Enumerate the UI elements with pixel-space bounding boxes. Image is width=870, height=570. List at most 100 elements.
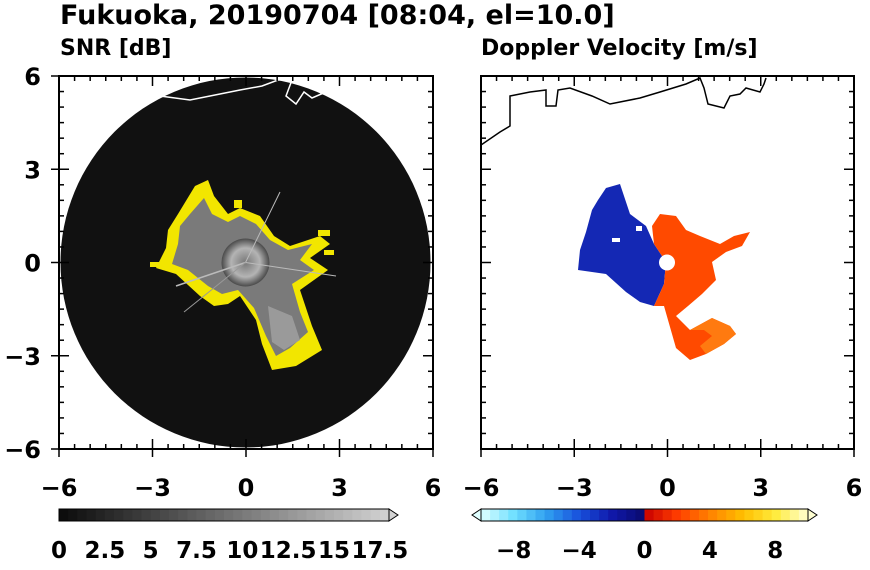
colorbar-cell — [717, 509, 727, 521]
colorbar-tick-label: 2.5 — [84, 538, 125, 564]
x-tick-label: 0 — [659, 474, 676, 502]
colorbar-cell — [517, 509, 527, 521]
colorbar-tick-label: 10 — [226, 538, 258, 564]
x-tick-label: 6 — [425, 474, 442, 502]
colorbar-cell — [114, 509, 124, 521]
colorbar-extend-max — [388, 508, 399, 522]
colorbar-cell — [123, 509, 133, 521]
velocity-coastline — [481, 77, 767, 146]
colorbar-frame — [480, 508, 809, 522]
colorbar-cell — [553, 509, 564, 521]
velocity-panel: −6 −3 0 3 6 — [463, 75, 863, 502]
colorbar-cell — [159, 509, 170, 521]
colorbar-cell — [508, 509, 518, 521]
y-tick-label: 0 — [24, 250, 41, 278]
x-tick-label: −6 — [41, 474, 78, 502]
colorbar-cell — [699, 509, 709, 521]
colorbar-cell — [680, 509, 691, 521]
x-tick-label: 6 — [846, 474, 863, 502]
y-tick-label: −6 — [4, 436, 41, 464]
colorbar-cell — [735, 509, 745, 521]
colorbar-cell — [251, 509, 262, 521]
colorbar-cell — [571, 509, 582, 521]
colorbar-cell — [562, 509, 573, 521]
colorbar-extend-max — [807, 508, 818, 522]
colorbar-cell — [481, 509, 491, 521]
snr-colorbar: 0 2.5 5 7.5 10 12.5 15 17.5 — [51, 508, 408, 564]
colorbar-tick-label: 0 — [636, 538, 652, 564]
colorbar-cell — [95, 509, 106, 521]
colorbar-cell — [744, 509, 754, 521]
colorbar-tick-label: 7.5 — [176, 538, 217, 564]
velocity-echo — [578, 184, 750, 360]
colorbar-cell — [662, 509, 673, 521]
x-tick-label: −6 — [463, 474, 500, 502]
colorbar-cell — [288, 509, 298, 521]
colorbar-cell — [242, 509, 252, 521]
snr-subtitle: SNR [dB] — [60, 36, 171, 61]
colorbar-cell — [653, 509, 664, 521]
colorbar-cell — [260, 509, 271, 521]
colorbar-cell — [86, 509, 97, 521]
colorbar-cell — [626, 509, 636, 521]
colorbar-cell — [789, 509, 800, 521]
colorbar-cell — [708, 509, 718, 521]
colorbar-cell — [726, 509, 736, 521]
colorbar-cell — [233, 509, 243, 521]
colorbar-cell — [343, 509, 353, 521]
colorbar-cell — [608, 509, 618, 521]
y-tick-label: 6 — [24, 63, 41, 91]
colorbar-cell — [635, 509, 645, 521]
colorbar-cell — [132, 509, 142, 521]
colorbar-cell — [214, 509, 225, 521]
x-tick-label: −3 — [134, 474, 171, 502]
colorbar-tick-label: 5 — [143, 538, 159, 564]
colorbar-cell — [324, 509, 335, 521]
colorbar-cell — [753, 509, 763, 521]
colorbar-cell — [77, 509, 87, 521]
colorbar-cell — [526, 509, 536, 521]
colorbar-cell — [196, 509, 207, 521]
colorbar-cell — [671, 509, 682, 521]
colorbar-frame — [58, 508, 390, 522]
colorbar-cell — [370, 509, 381, 521]
colorbar-cell — [590, 509, 600, 521]
colorbar-tick-label: 12.5 — [260, 538, 317, 564]
colorbar-tick-label: 15 — [318, 538, 350, 564]
velocity-colorbar: −8 −4 0 4 8 — [471, 508, 818, 564]
x-tick-label: −3 — [556, 474, 593, 502]
colorbar-cell — [141, 509, 152, 521]
colorbar-cell — [580, 509, 591, 521]
colorbar-cell — [279, 509, 289, 521]
colorbar-cell — [535, 509, 545, 521]
colorbar-cell — [798, 509, 809, 521]
colorbar-cell — [361, 509, 372, 521]
colorbar-cell — [334, 509, 344, 521]
colorbar-cell — [269, 509, 280, 521]
colorbar-tick-label: 4 — [702, 538, 718, 564]
colorbar-cell — [599, 509, 609, 521]
x-tick-label: 3 — [752, 474, 769, 502]
velocity-subtitle: Doppler Velocity [m/s] — [481, 36, 758, 61]
snr-coastline — [159, 77, 328, 106]
colorbar-cell — [644, 509, 654, 521]
colorbar-cell — [169, 509, 179, 521]
colorbar-cell — [104, 509, 115, 521]
colorbar-cell — [224, 509, 234, 521]
colorbar-cell — [315, 509, 326, 521]
colorbar-tick-label: 0 — [51, 538, 67, 564]
colorbar-cell — [490, 509, 500, 521]
colorbar-cell — [352, 509, 362, 521]
colorbar-tick-label: −8 — [496, 538, 531, 564]
y-tick-label: 3 — [24, 156, 41, 184]
x-tick-label: 0 — [238, 474, 255, 502]
colorbar-cell — [771, 509, 782, 521]
colorbar-cell — [544, 509, 555, 521]
colorbar-cell — [379, 509, 390, 521]
colorbar-cell — [178, 509, 188, 521]
colorbar-cell — [499, 509, 509, 521]
x-tick-label: 3 — [331, 474, 348, 502]
colorbar-cell — [297, 509, 307, 521]
colorbar-cell — [306, 509, 317, 521]
